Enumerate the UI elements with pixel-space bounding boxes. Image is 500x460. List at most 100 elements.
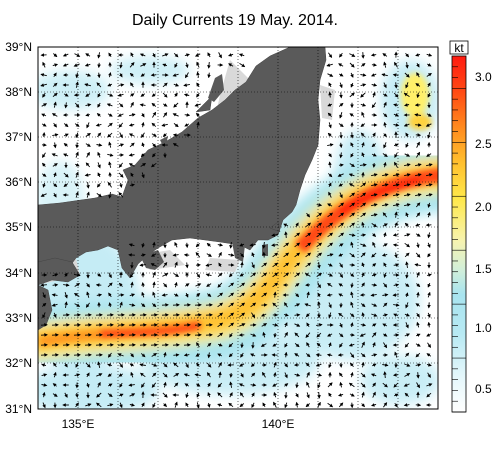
current-arrow	[326, 293, 333, 297]
current-arrow	[52, 283, 59, 287]
current-arrow	[427, 342, 432, 348]
current-arrow	[304, 303, 311, 307]
current-arrow	[294, 272, 301, 278]
current-arrow	[172, 253, 179, 257]
current-arrow	[228, 292, 235, 298]
current-arrow	[404, 153, 411, 157]
current-arrow	[316, 222, 323, 228]
lat-label: 32°N	[5, 356, 32, 370]
current-arrow	[42, 61, 46, 68]
current-arrow	[85, 403, 92, 407]
current-arrow	[383, 333, 388, 337]
current-arrow	[283, 302, 288, 308]
current-arrow	[425, 163, 433, 167]
current-arrow	[305, 222, 312, 228]
current-arrow	[218, 262, 222, 267]
current-arrow	[162, 372, 168, 378]
current-arrow	[371, 63, 377, 67]
current-arrow	[306, 322, 310, 328]
current-arrow	[382, 363, 389, 367]
current-arrow	[173, 102, 179, 108]
current-arrow	[350, 301, 354, 308]
current-arrow	[360, 132, 365, 138]
current-arrow	[262, 241, 266, 249]
current-arrow	[415, 233, 421, 237]
lat-label: 38°N	[5, 85, 32, 99]
current-arrow	[370, 183, 378, 187]
current-arrow	[207, 392, 211, 398]
current-arrow	[108, 302, 112, 308]
current-arrow	[152, 281, 156, 288]
current-arrow	[382, 313, 388, 317]
current-arrow	[381, 173, 389, 177]
current-arrow	[129, 393, 136, 397]
current-arrow	[338, 253, 344, 257]
current-arrow	[228, 312, 235, 318]
current-arrow	[414, 183, 422, 187]
current-arrow	[360, 83, 367, 87]
current-arrow	[394, 403, 398, 408]
current-arrow	[96, 82, 102, 88]
current-arrow	[250, 363, 255, 367]
current-arrow	[51, 113, 58, 117]
current-arrow	[360, 103, 367, 107]
current-arrow	[272, 262, 279, 268]
current-arrow	[119, 362, 124, 368]
current-arrow	[350, 273, 355, 277]
current-arrow	[183, 93, 190, 97]
current-arrow	[327, 222, 334, 228]
current-arrow	[173, 353, 180, 357]
current-arrow	[416, 72, 420, 78]
current-arrow	[305, 252, 312, 258]
current-arrow	[316, 212, 323, 218]
current-arrow	[52, 63, 59, 67]
current-arrow	[327, 73, 334, 77]
current-arrow	[338, 63, 344, 67]
current-arrow	[229, 242, 233, 249]
current-arrow	[339, 381, 343, 388]
current-arrow	[85, 132, 91, 137]
current-arrow	[415, 202, 421, 208]
current-arrow	[107, 113, 113, 117]
current-arrow	[415, 363, 422, 367]
current-arrow	[97, 162, 101, 169]
current-arrow	[426, 392, 432, 398]
current-arrow	[360, 182, 367, 188]
current-arrow	[53, 53, 58, 58]
current-arrow	[372, 91, 376, 98]
colorbar-tick-label: 2.0	[475, 200, 492, 214]
current-arrow	[86, 182, 90, 189]
current-arrow	[327, 103, 333, 107]
current-arrow	[85, 113, 91, 117]
current-arrow	[207, 52, 211, 58]
current-arrow	[251, 402, 255, 409]
lat-label: 37°N	[5, 130, 32, 144]
current-arrow	[295, 293, 300, 298]
current-arrow	[184, 283, 190, 287]
current-arrow	[273, 291, 277, 298]
current-arrow	[206, 362, 212, 368]
current-arrow	[228, 282, 235, 288]
current-arrow	[315, 363, 322, 367]
current-arrow	[128, 243, 135, 247]
current-arrow	[128, 383, 135, 387]
current-arrow	[74, 303, 81, 307]
current-arrow	[74, 273, 81, 277]
current-arrow	[229, 332, 233, 338]
current-arrow	[425, 173, 433, 177]
current-arrow	[217, 272, 223, 277]
current-arrow	[370, 73, 377, 77]
current-arrow	[416, 62, 420, 68]
current-arrow	[404, 222, 409, 227]
current-arrow	[360, 202, 367, 208]
current-arrow	[339, 152, 343, 159]
current-arrow	[42, 391, 46, 398]
current-arrow	[207, 402, 211, 408]
current-arrow	[427, 291, 431, 298]
current-arrow	[163, 403, 168, 408]
current-arrow	[250, 353, 256, 357]
current-arrow	[284, 383, 289, 387]
current-arrow	[284, 231, 288, 238]
current-arrow	[51, 153, 58, 157]
current-arrow	[327, 253, 334, 257]
